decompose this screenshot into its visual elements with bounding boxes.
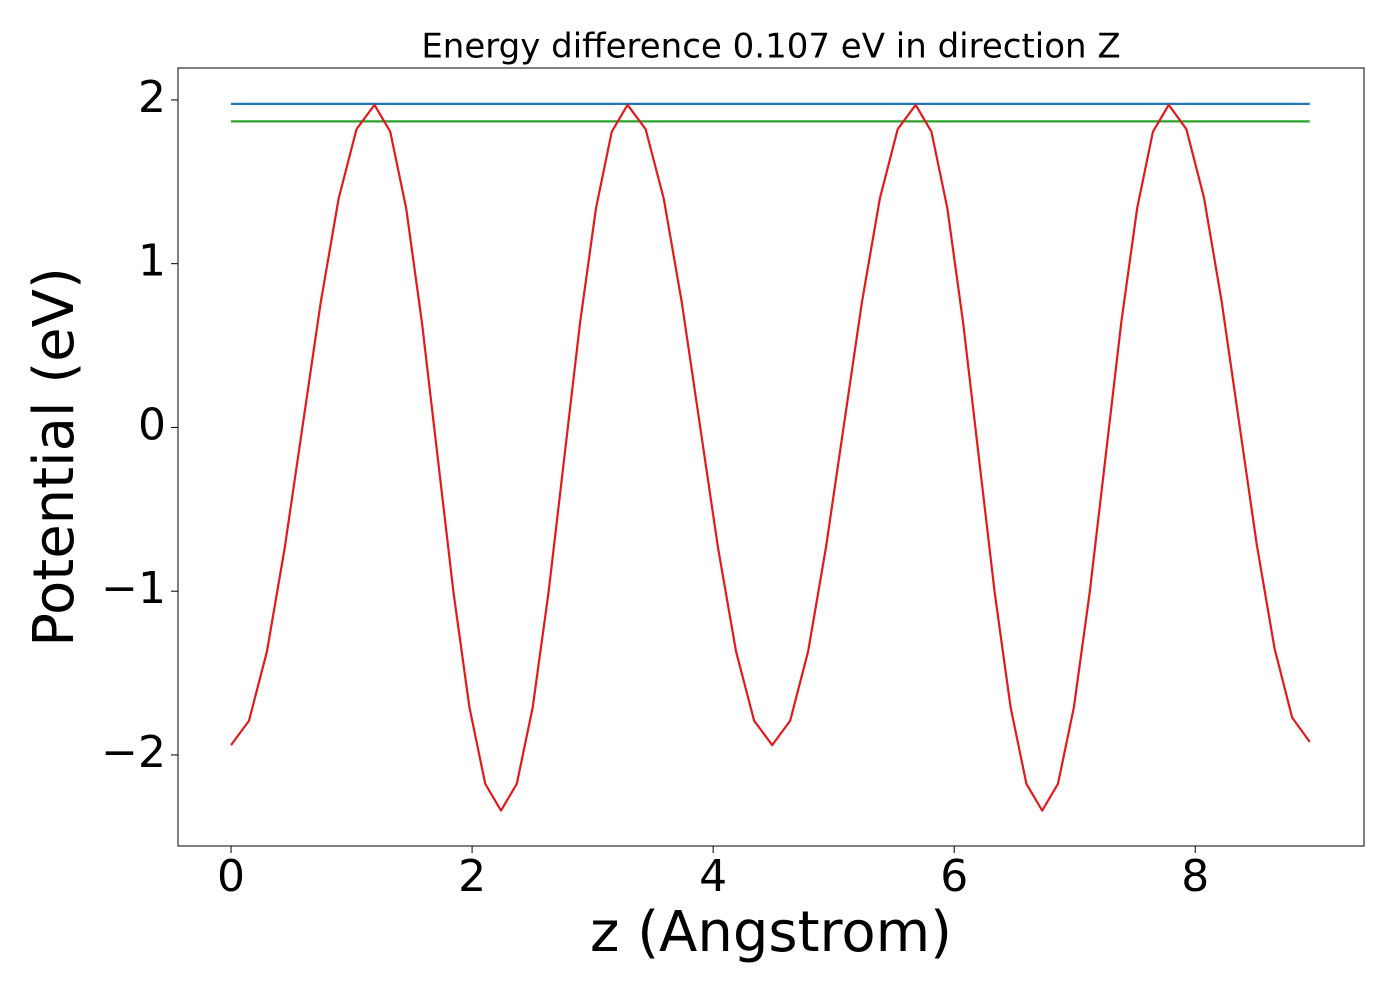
x-tick-label: 0: [217, 851, 245, 902]
y-tick-label: 2: [138, 72, 166, 123]
y-tick-label: −2: [101, 727, 166, 778]
x-axis-label: z (Angstrom): [590, 900, 952, 965]
y-tick-label: 0: [138, 399, 166, 450]
chart-title: Energy difference 0.107 eV in direction …: [421, 27, 1120, 67]
x-tick-label: 8: [1181, 851, 1209, 902]
y-tick-label: 1: [138, 236, 166, 287]
x-tick-label: 4: [699, 851, 727, 902]
line-series: [230, 103, 1311, 812]
y-axis-label: Potential (eV): [22, 267, 87, 647]
y-tick-label: −1: [101, 563, 166, 614]
x-tick-label: 2: [458, 851, 486, 902]
plot-frame: [177, 67, 1365, 847]
x-tick-label: 6: [940, 851, 968, 902]
